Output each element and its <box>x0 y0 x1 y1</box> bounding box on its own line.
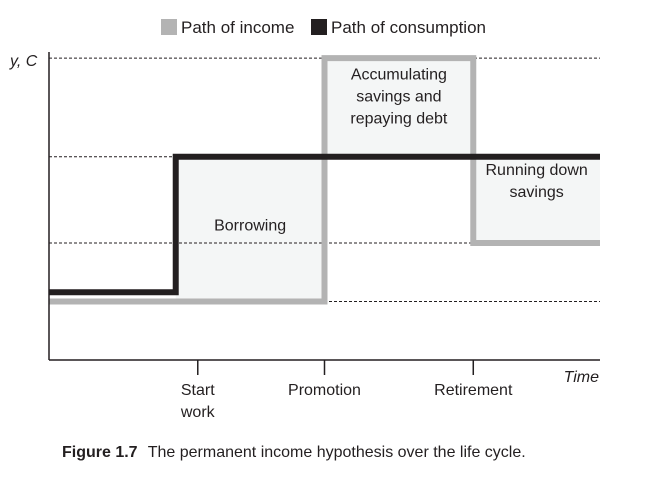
figure-caption: Figure 1.7 The permanent income hypothes… <box>62 444 526 461</box>
caption-text: The permanent income hypothesis over the… <box>148 444 526 461</box>
legend-swatch-income <box>161 19 177 35</box>
x-axis-label: Time <box>564 369 600 386</box>
shaded-regions <box>175 58 600 302</box>
annotation-accumulating: Accumulating savings and repaying debt <box>350 67 448 128</box>
x-ticks: Start work Promotion Retirement <box>180 360 513 421</box>
region-annotations: Borrowing Accumulating savings and repaying… <box>214 67 588 235</box>
region-borrowing <box>175 156 325 302</box>
annotation-running-down: Running down savings <box>485 162 587 201</box>
legend: Path of income Path of consumption <box>161 18 486 37</box>
y-axis-label: y, C <box>9 53 38 70</box>
series-path-of-income <box>49 55 600 305</box>
legend-label-consumption: Path of consumption <box>331 18 486 37</box>
region-accumulating-savings <box>324 58 474 157</box>
series-lines <box>49 55 600 305</box>
tick-label-start: Start work <box>180 382 216 421</box>
annotation-borrowing: Borrowing <box>214 218 286 235</box>
tick-label-promotion: Promotion <box>288 382 361 399</box>
legend-swatch-consumption <box>311 19 327 35</box>
caption-label: Figure 1.7 <box>62 444 138 461</box>
series-path-of-consumption <box>49 153 600 296</box>
legend-label-income: Path of income <box>181 18 294 37</box>
tick-label-retirement: Retirement <box>434 382 513 399</box>
region-running-down-savings <box>473 156 600 243</box>
